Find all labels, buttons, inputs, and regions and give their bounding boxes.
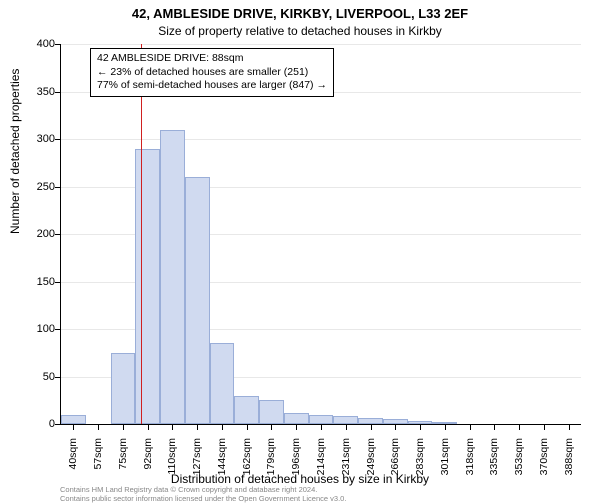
x-tick — [296, 424, 297, 430]
histogram-bar — [185, 177, 210, 424]
grid-line — [61, 139, 581, 140]
y-tick-label: 100 — [25, 323, 55, 335]
y-tick — [55, 44, 61, 45]
y-tick — [55, 139, 61, 140]
chart-title: 42, AMBLESIDE DRIVE, KIRKBY, LIVERPOOL, … — [0, 6, 600, 21]
histogram-bar — [210, 343, 235, 424]
x-tick — [420, 424, 421, 430]
x-axis-title: Distribution of detached houses by size … — [0, 472, 600, 486]
x-tick — [172, 424, 173, 430]
x-tick — [123, 424, 124, 430]
y-tick-label: 250 — [25, 181, 55, 193]
x-tick — [321, 424, 322, 430]
x-tick — [494, 424, 495, 430]
footer-line2: Contains public sector information licen… — [60, 494, 346, 503]
histogram-bar — [333, 416, 358, 424]
y-tick — [55, 234, 61, 235]
y-tick — [55, 92, 61, 93]
x-tick — [247, 424, 248, 430]
histogram-bar — [309, 415, 334, 425]
x-tick — [519, 424, 520, 430]
histogram-bar — [61, 415, 86, 425]
annotation-box: 42 AMBLESIDE DRIVE: 88sqm ← 23% of detach… — [90, 48, 334, 97]
x-tick — [544, 424, 545, 430]
x-tick — [395, 424, 396, 430]
x-tick — [569, 424, 570, 430]
x-tick — [98, 424, 99, 430]
chart-container: 42, AMBLESIDE DRIVE, KIRKBY, LIVERPOOL, … — [0, 0, 600, 500]
x-tick — [470, 424, 471, 430]
histogram-bar — [111, 353, 136, 424]
y-tick — [55, 424, 61, 425]
y-tick-label: 400 — [25, 38, 55, 50]
x-tick — [346, 424, 347, 430]
plot-area: 05010015020025030035040040sqm57sqm75sqm9… — [60, 44, 581, 425]
y-tick-label: 150 — [25, 276, 55, 288]
y-tick-label: 300 — [25, 133, 55, 145]
x-tick — [148, 424, 149, 430]
histogram-bar — [160, 130, 185, 425]
x-tick — [73, 424, 74, 430]
grid-line — [61, 44, 581, 45]
y-tick-label: 0 — [25, 418, 55, 430]
x-tick — [222, 424, 223, 430]
y-tick-label: 200 — [25, 228, 55, 240]
x-tick — [197, 424, 198, 430]
x-tick — [271, 424, 272, 430]
y-tick — [55, 377, 61, 378]
chart-subtitle: Size of property relative to detached ho… — [0, 24, 600, 38]
x-tick — [445, 424, 446, 430]
histogram-bar — [259, 400, 284, 424]
y-tick — [55, 187, 61, 188]
y-tick — [55, 329, 61, 330]
y-tick-label: 50 — [25, 371, 55, 383]
x-tick — [371, 424, 372, 430]
y-tick — [55, 282, 61, 283]
y-tick-label: 350 — [25, 86, 55, 98]
annotation-line1: 42 AMBLESIDE DRIVE: 88sqm — [97, 52, 243, 64]
annotation-line3: 77% of semi-detached houses are larger (… — [97, 79, 327, 91]
histogram-bar — [135, 149, 160, 425]
footer-text: Contains HM Land Registry data © Crown c… — [60, 486, 346, 503]
marker-line — [141, 44, 142, 424]
y-axis-title: Number of detached properties — [8, 69, 22, 234]
histogram-bar — [284, 413, 309, 424]
histogram-bar — [234, 396, 259, 425]
annotation-line2: ← 23% of detached houses are smaller (25… — [97, 66, 308, 78]
